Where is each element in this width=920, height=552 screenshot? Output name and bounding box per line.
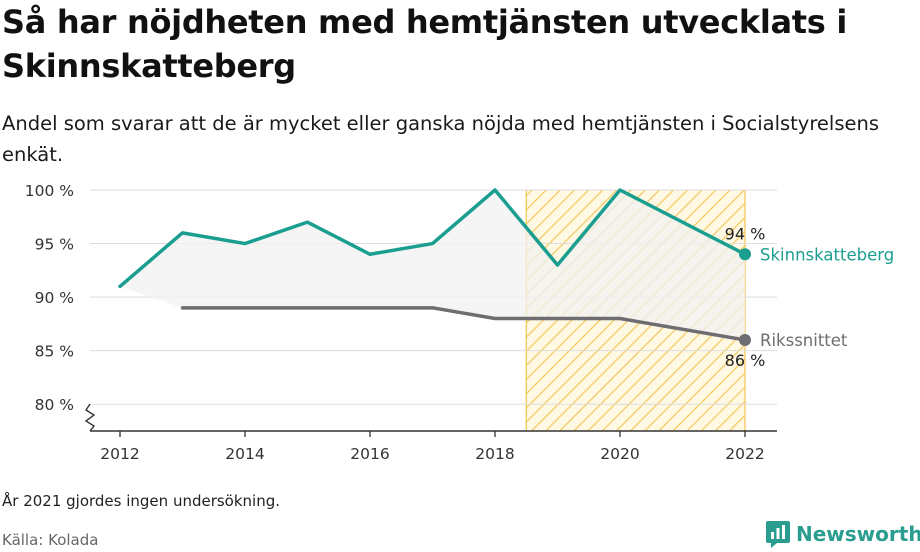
axis-break-marker [84, 403, 96, 432]
series-line-skinnskatteberg [118, 188, 747, 289]
x-tick-label: 2012 [100, 445, 139, 463]
x-tick-label: 2014 [225, 445, 264, 463]
newsworthy-logo-icon [766, 521, 790, 548]
chart-subtitle: Andel som svarar att de är mycket eller … [2, 112, 880, 166]
end-value-label: 86 % [725, 351, 766, 370]
y-tick-label: 85 % [35, 343, 74, 361]
y-tick-label: 95 % [35, 236, 74, 254]
chart-title: Så har nöjdheten med hemtjänsten utveckl… [2, 3, 848, 85]
end-value-label: 94 % [725, 224, 766, 243]
data-point-skinnskatteberg [739, 248, 751, 261]
series-label-rikssnittet: Rikssnittet [760, 331, 848, 350]
source-label: Källa: Kolada [2, 531, 99, 549]
series-label-skinnskatteberg: Skinnskatteberg [760, 245, 894, 264]
footnote: År 2021 gjordes ingen undersökning. [2, 492, 281, 510]
y-tick-label: 90 % [35, 289, 74, 307]
line-chart: 80 % 85 % 90 % 95 % 100 % Skinnskatteberg 94 %… [25, 182, 894, 463]
data-point-rikssnittet [739, 333, 751, 346]
x-tick-label: 2020 [600, 445, 639, 463]
newsworthy-logo[interactable]: Newsworthy [765, 518, 920, 550]
x-tick-label: 2016 [350, 445, 389, 463]
series-line-rikssnittet [180, 306, 747, 342]
y-tick-label: 80 % [35, 396, 74, 414]
series-gap-area [120, 190, 745, 340]
x-tick-label: 2018 [475, 445, 514, 463]
brand-name: Newsworthy [796, 522, 920, 546]
x-tick-label: 2022 [725, 445, 764, 463]
y-tick-label: 100 % [25, 182, 74, 200]
